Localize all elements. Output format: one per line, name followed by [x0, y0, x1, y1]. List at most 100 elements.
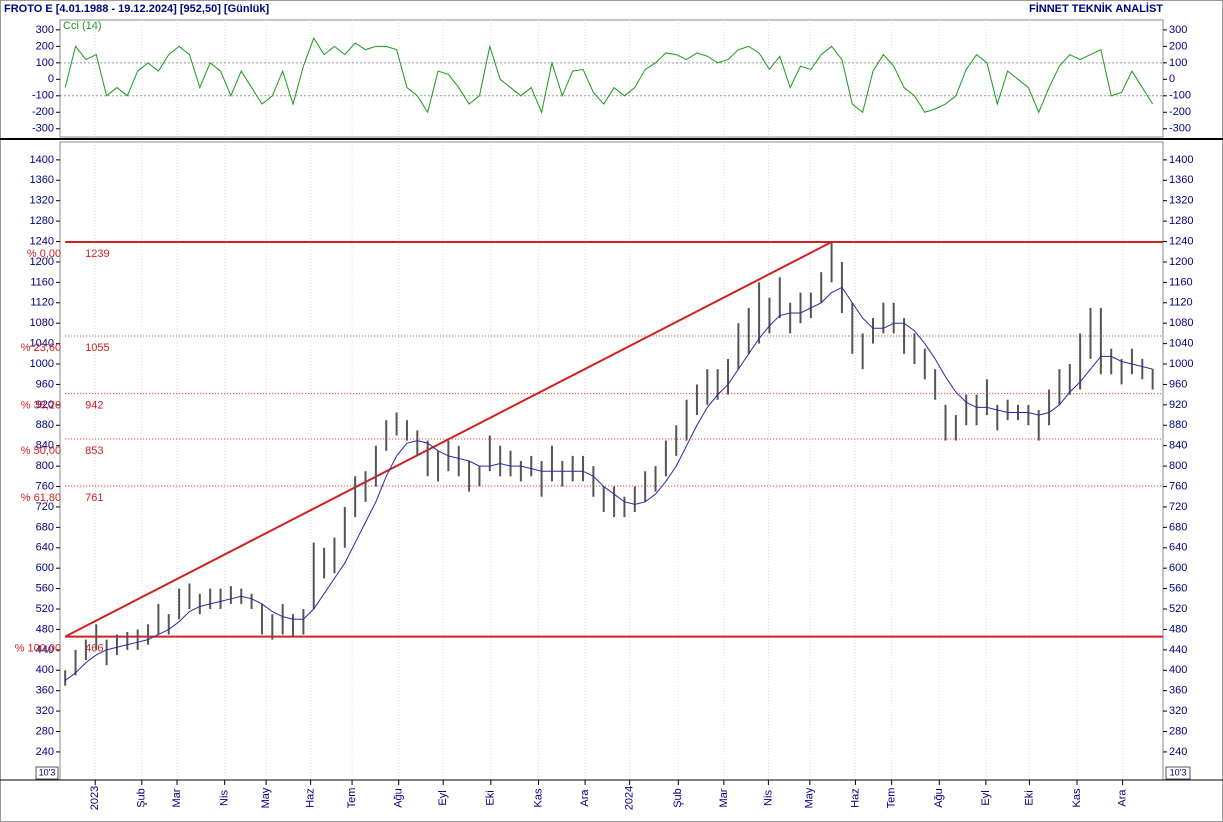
fib-label: % 100,00 [15, 642, 61, 654]
y-tick-label: 280 [1169, 725, 1187, 737]
y-tick-label: 440 [1169, 644, 1187, 656]
y-tick-label: 1080 [1169, 317, 1193, 329]
y-tick-label: 0 [1169, 73, 1175, 85]
y-tick-label: 320 [1169, 705, 1187, 717]
y-tick-label: 100 [36, 57, 54, 69]
y-tick-label: 1040 [30, 338, 54, 350]
price-panel [59, 141, 1164, 781]
y-tick-label: 680 [36, 521, 54, 533]
fib-value: 466 [85, 642, 103, 654]
y-tick-label: -300 [1169, 123, 1191, 135]
y-tick-label: 1400 [1169, 154, 1193, 166]
cci-panel [59, 19, 1164, 138]
y-tick-label: 1240 [1169, 235, 1193, 247]
y-tick-label: -200 [32, 106, 54, 118]
x-tick-label: Eyl [437, 790, 449, 805]
cci-title: Cci (14) [63, 20, 102, 32]
x-tick-label: Tem [886, 788, 898, 809]
y-tick-label: 760 [36, 480, 54, 492]
x-tick-label: Mar [718, 788, 730, 807]
fib-label: % 0,00 [27, 248, 61, 260]
scale-note: 10'3 [39, 767, 56, 777]
y-tick-label: 800 [36, 460, 54, 472]
y-tick-label: 1320 [1169, 195, 1193, 207]
y-tick-label: -100 [1169, 90, 1191, 102]
x-tick-label: Nis [762, 790, 774, 806]
fib-label: % 50,00 [21, 445, 61, 457]
y-tick-label: 880 [1169, 419, 1187, 431]
y-tick-label: 1160 [30, 276, 54, 288]
y-tick-label: 960 [36, 378, 54, 390]
y-tick-label: 840 [36, 440, 54, 452]
x-tick-label: May [260, 787, 272, 808]
x-tick-label: Şub [136, 788, 148, 808]
y-tick-label: 320 [36, 705, 54, 717]
y-tick-label: 1280 [30, 215, 54, 227]
y-tick-label: 0 [48, 73, 54, 85]
y-tick-label: 240 [1169, 746, 1187, 758]
x-tick-label: May [804, 787, 816, 808]
header-left: FROTO E [4.01.1988 - 19.12.2024] [952,50… [4, 3, 269, 15]
y-tick-label: 520 [1169, 603, 1187, 615]
y-tick-label: 1360 [30, 174, 54, 186]
x-tick-label: Eki [485, 790, 497, 805]
y-tick-label: 440 [36, 644, 54, 656]
scale-box [1165, 766, 1191, 780]
y-tick-label: 1320 [30, 195, 54, 207]
y-tick-label: 1400 [30, 154, 54, 166]
y-tick-label: 300 [1169, 24, 1187, 36]
fib-value: 761 [85, 492, 103, 504]
y-tick-label: 520 [36, 603, 54, 615]
x-tick-label: Haz [305, 788, 317, 808]
fib-value: 942 [85, 400, 103, 412]
y-tick-label: 1240 [30, 235, 54, 247]
y-tick-label: 1120 [30, 297, 54, 309]
fib-label: % 23,60 [21, 342, 61, 354]
y-tick-label: 680 [1169, 521, 1187, 533]
y-tick-label: 960 [1169, 378, 1187, 390]
moving-average [64, 286, 1153, 681]
fib-label: % 38,20 [21, 400, 61, 412]
x-tick-label: Mar [171, 788, 183, 807]
y-tick-label: 200 [36, 40, 54, 52]
scale-note: 10'3 [1170, 767, 1187, 777]
x-tick-label: Eki [1023, 790, 1035, 805]
y-tick-label: 1160 [1169, 276, 1193, 288]
y-tick-label: 1000 [30, 358, 54, 370]
scale-box [35, 766, 59, 780]
x-tick-label: Nis [219, 790, 231, 806]
x-tick-label: Ara [579, 789, 591, 807]
y-tick-label: 800 [1169, 460, 1187, 472]
x-tick-label: Haz [849, 788, 861, 808]
x-tick-label: Kas [532, 788, 544, 807]
header-right: FİNNET TEKNİK ANALİST [1029, 2, 1163, 15]
y-tick-label: 480 [1169, 623, 1187, 635]
y-tick-label: 560 [36, 583, 54, 595]
y-tick-label: 400 [36, 664, 54, 676]
y-tick-label: 360 [1169, 685, 1187, 697]
x-tick-label: Kas [1071, 788, 1083, 807]
x-tick-label: Eyl [980, 790, 992, 805]
y-tick-label: 1040 [1169, 338, 1193, 350]
y-tick-label: 280 [36, 725, 54, 737]
y-tick-label: 480 [36, 623, 54, 635]
y-tick-label: 1280 [1169, 215, 1193, 227]
x-tick-label: Ara [1117, 789, 1129, 807]
y-tick-label: 920 [1169, 399, 1187, 411]
y-tick-label: 640 [1169, 542, 1187, 554]
y-tick-label: 1080 [30, 317, 54, 329]
fib-value: 1239 [85, 248, 109, 260]
y-tick-label: 200 [1169, 40, 1187, 52]
y-tick-label: 600 [36, 562, 54, 574]
x-tick-label: Ağu [393, 788, 405, 808]
x-tick-label: Şub [672, 788, 684, 808]
x-tick-label: Ağu [933, 788, 945, 808]
fib-value: 853 [85, 445, 103, 457]
trend-line [64, 241, 833, 638]
y-tick-label: 560 [1169, 583, 1187, 595]
y-tick-label: 400 [1169, 664, 1187, 676]
fib-label: % 61,80 [21, 492, 61, 504]
fib-value: 1055 [85, 342, 109, 354]
